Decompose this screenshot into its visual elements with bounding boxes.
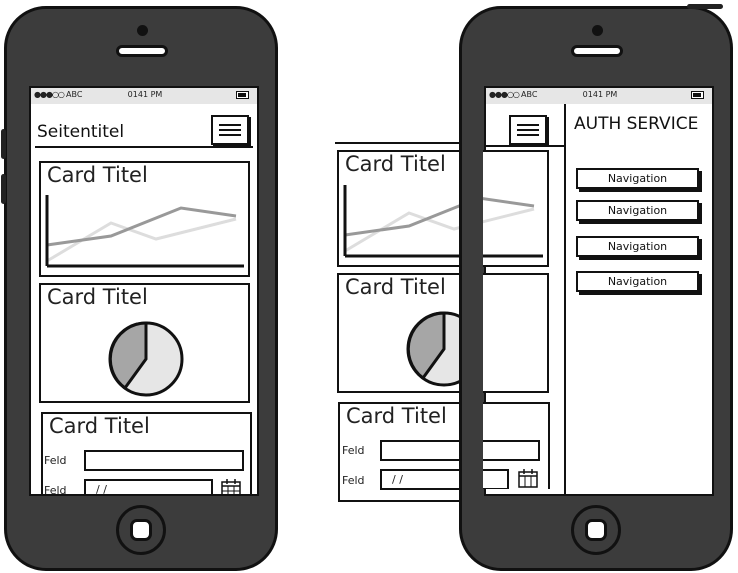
screen-main: ●●●○○ ABC 0141 PM Seitentitel Card Titel… xyxy=(29,86,259,496)
nav-item-2[interactable]: Navigation xyxy=(576,200,699,221)
phone-right: ●●●○○ ABC 0141 PM AUTH SERVICE Navigatio… xyxy=(459,4,733,571)
date-field[interactable]: / / xyxy=(84,479,213,494)
field-label: Feld xyxy=(342,474,365,487)
header-divider xyxy=(486,145,566,147)
battery-icon xyxy=(236,91,249,99)
speaker xyxy=(116,45,168,57)
date-field xyxy=(483,469,509,489)
header-divider xyxy=(35,146,253,148)
status-bar: ●●●○○ ABC 0141 PM xyxy=(486,88,712,104)
field-label: Feld xyxy=(44,484,67,496)
volume-button xyxy=(1,174,6,204)
front-camera xyxy=(137,25,148,36)
field-label: Feld xyxy=(342,444,365,457)
drawer-title: AUTH SERVICE xyxy=(574,114,699,134)
speaker xyxy=(571,45,623,57)
pie-chart xyxy=(108,321,184,397)
card-title: Card Titel xyxy=(49,414,150,438)
header-divider xyxy=(335,142,463,144)
card-title: Card Titel xyxy=(47,163,148,187)
carrier-label: ABC xyxy=(66,90,83,99)
card-line-chart: Card Titel xyxy=(39,161,250,277)
nav-drawer: AUTH SERVICE Navigation Navigation Navig… xyxy=(564,104,712,494)
power-button xyxy=(687,4,723,9)
line-chart xyxy=(483,197,543,258)
card-pie-chart: Card Titel xyxy=(39,283,250,403)
hamburger-menu-icon[interactable] xyxy=(509,115,547,145)
volume-button xyxy=(1,129,6,159)
battery-icon xyxy=(691,91,704,99)
field-label: Feld xyxy=(44,454,67,467)
status-bar: ●●●○○ ABC 0141 PM xyxy=(31,88,257,104)
front-camera xyxy=(592,25,603,36)
signal-icon: ●●●○○ xyxy=(34,90,65,99)
calendar-icon xyxy=(518,469,538,488)
home-button[interactable] xyxy=(571,505,621,555)
signal-icon: ●●●○○ xyxy=(489,90,520,99)
line-chart xyxy=(45,195,244,268)
page-title: Seitentitel xyxy=(37,122,125,142)
nav-item-3[interactable]: Navigation xyxy=(576,236,699,257)
nav-item-1[interactable]: Navigation xyxy=(576,168,699,189)
card-title: Card Titel xyxy=(345,152,446,176)
text-field xyxy=(483,440,540,461)
home-button[interactable] xyxy=(116,505,166,555)
phone-left: ●●●○○ ABC 0141 PM Seitentitel Card Titel… xyxy=(1,6,278,571)
status-time: 0141 PM xyxy=(582,90,618,99)
card-line-chart xyxy=(483,150,549,267)
card-title: Card Titel xyxy=(345,275,446,299)
card-pie-chart xyxy=(483,273,549,393)
carrier-label: ABC xyxy=(521,90,538,99)
text-field[interactable] xyxy=(84,450,244,471)
card-title: Card Titel xyxy=(47,285,148,309)
status-time: 0141 PM xyxy=(127,90,163,99)
pushed-content-strip xyxy=(483,99,561,489)
hamburger-menu-icon[interactable] xyxy=(211,115,249,145)
nav-item-4[interactable]: Navigation xyxy=(576,271,699,292)
card-title: Card Titel xyxy=(346,404,447,428)
calendar-icon[interactable] xyxy=(221,479,241,496)
